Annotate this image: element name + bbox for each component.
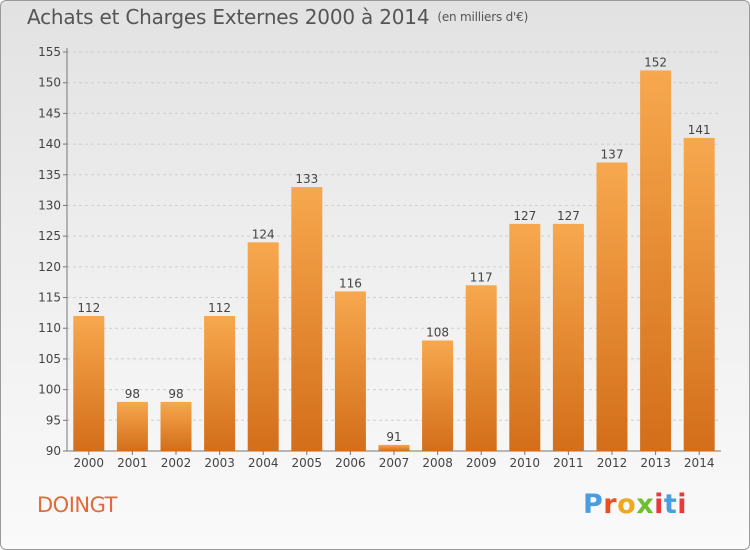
y-tick-label: 100 [38, 383, 61, 397]
logo-letter: o [617, 489, 637, 520]
bar [116, 401, 148, 451]
logo-letter: x [636, 489, 655, 520]
y-tick-label: 90 [46, 444, 61, 458]
bar [334, 291, 366, 451]
x-tick-label: 2006 [335, 456, 366, 470]
x-tick-label: 2014 [684, 456, 715, 470]
y-tick-label: 110 [38, 321, 61, 335]
logo-letter: r [603, 489, 618, 520]
value-label: 112 [77, 301, 100, 315]
y-tick-label: 120 [38, 260, 61, 274]
bar [247, 242, 279, 451]
logo-letter: P [583, 489, 604, 520]
bar [422, 340, 454, 451]
value-label: 137 [601, 147, 624, 161]
bar [378, 444, 410, 451]
value-label: 152 [644, 55, 667, 69]
title-text: Achats et Charges Externes 2000 à 2014 [27, 5, 430, 29]
x-tick-label: 2000 [74, 456, 105, 470]
x-tick-label: 2008 [422, 456, 453, 470]
value-label: 133 [295, 172, 318, 186]
y-tick-label: 145 [38, 106, 61, 120]
y-tick-label: 125 [38, 229, 61, 243]
bar [596, 162, 628, 451]
value-label: 141 [688, 123, 711, 137]
x-tick-label: 2013 [640, 456, 671, 470]
y-tick-label: 150 [38, 76, 61, 90]
tick-labels: 90 95 100 105 110 115 120 125 130 135 140 145 150 155… [38, 45, 714, 470]
bar [683, 137, 715, 451]
value-label: 108 [426, 326, 449, 340]
value-labels: 112 98 98 112 124 133 116 91 108 117 127 127 137 152 1… [77, 55, 710, 443]
y-tick-label: 115 [38, 291, 61, 305]
x-tick-label: 2009 [466, 456, 497, 470]
x-tick-label: 2007 [379, 456, 410, 470]
value-label: 127 [513, 209, 536, 223]
value-label: 98 [125, 387, 140, 401]
value-label: 116 [339, 276, 362, 290]
logo-letter: i [654, 489, 664, 520]
bar [552, 223, 584, 451]
x-tick-label: 2004 [248, 456, 279, 470]
bar [160, 401, 192, 451]
bar [204, 315, 236, 451]
value-label: 91 [386, 430, 401, 444]
x-tick-label: 2011 [553, 456, 584, 470]
x-tick-label: 2010 [510, 456, 541, 470]
value-label: 112 [208, 301, 231, 315]
bar [73, 315, 105, 451]
y-tick-label: 140 [38, 137, 61, 151]
logo-letter: t [663, 489, 678, 520]
y-tick-label: 95 [46, 413, 61, 427]
x-tick-label: 2003 [204, 456, 235, 470]
bars [73, 70, 715, 452]
x-tick-label: 2001 [117, 456, 148, 470]
chart-title: Achats et Charges Externes 2000 à 2014 (e… [27, 5, 528, 29]
value-label: 117 [470, 270, 493, 284]
x-tick-label: 2005 [292, 456, 323, 470]
logo-letter: i [677, 489, 688, 520]
bar [509, 223, 541, 451]
y-tick-label: 155 [38, 45, 61, 59]
bar [291, 187, 323, 452]
y-tick-label: 135 [38, 168, 61, 182]
value-label: 127 [557, 209, 580, 223]
bar [640, 70, 672, 452]
bar [465, 285, 497, 451]
value-label: 98 [168, 387, 183, 401]
x-tick-label: 2012 [597, 456, 628, 470]
proxiti-logo: Proxiti [583, 489, 687, 520]
y-tick-label: 105 [38, 352, 61, 366]
chart-subtitle: (en milliers d'€) [437, 10, 529, 24]
y-tick-label: 130 [38, 198, 61, 212]
commune-name: DOINGT [37, 493, 117, 517]
value-label: 124 [252, 227, 275, 241]
x-tick-label: 2002 [161, 456, 192, 470]
